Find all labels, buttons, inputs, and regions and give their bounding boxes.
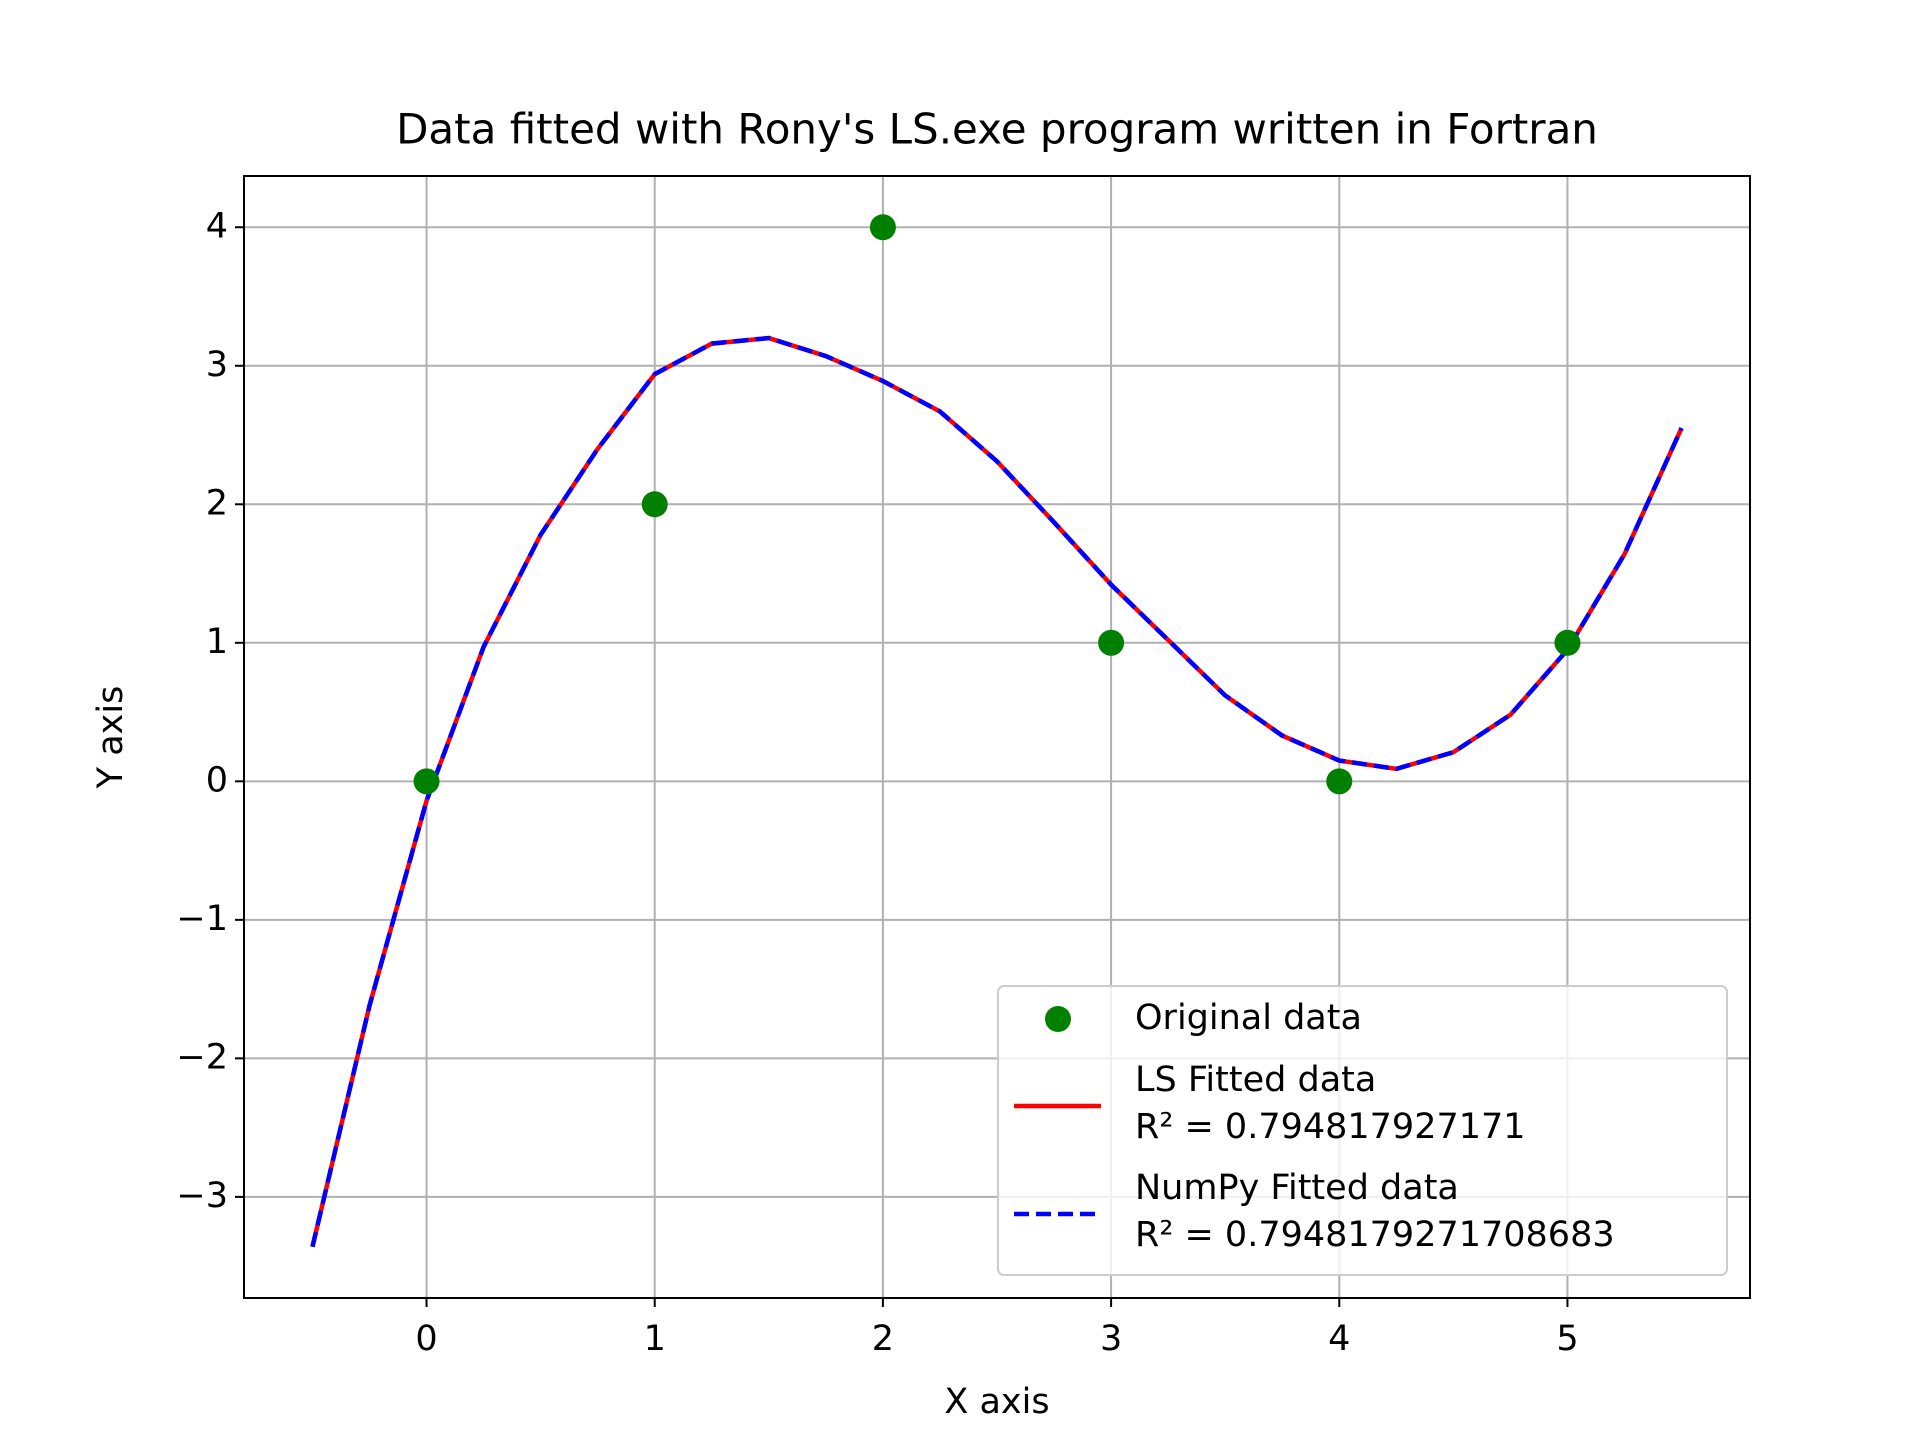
data-point xyxy=(1326,768,1353,795)
y-tick-label: 3 xyxy=(206,345,228,385)
x-tick-label: 5 xyxy=(1556,1319,1578,1359)
y-tick-label: 2 xyxy=(206,483,228,523)
legend-label: Original data xyxy=(1135,998,1362,1038)
fit-line xyxy=(310,335,1684,1248)
legend-label: NumPy Fitted data xyxy=(1135,1168,1459,1208)
legend-label: LS Fitted data xyxy=(1135,1060,1376,1100)
y-tick-label: −3 xyxy=(176,1176,228,1216)
data-point xyxy=(869,214,896,241)
legend-marker xyxy=(1045,1006,1071,1032)
plot-frame xyxy=(243,175,1751,1299)
data-point xyxy=(641,491,668,518)
y-tick-label: 4 xyxy=(206,206,228,246)
chart-title: Data fitted with Rony's LS.exe program w… xyxy=(396,105,1598,154)
y-axis-label: Y axis xyxy=(91,686,131,790)
data-point xyxy=(1554,629,1581,656)
legend-annotation: R² = 0.794817927171 xyxy=(1135,1107,1526,1147)
x-tick-label: 2 xyxy=(872,1319,894,1359)
x-axis-label: X axis xyxy=(944,1382,1049,1422)
y-tick-label: −2 xyxy=(176,1037,228,1077)
y-tick-label: −1 xyxy=(176,899,228,939)
data-point xyxy=(413,768,440,795)
x-tick-label: 1 xyxy=(644,1319,666,1359)
legend-annotation: R² = 0.7948179271708683 xyxy=(1135,1215,1615,1255)
x-tick-label: 3 xyxy=(1100,1319,1122,1359)
x-tick-label: 0 xyxy=(415,1319,437,1359)
y-tick-label: 1 xyxy=(206,622,228,662)
x-tick-label: 4 xyxy=(1328,1319,1350,1359)
data-point xyxy=(1098,629,1125,656)
y-tick-label: 0 xyxy=(206,760,228,800)
legend-box xyxy=(997,985,1728,1276)
